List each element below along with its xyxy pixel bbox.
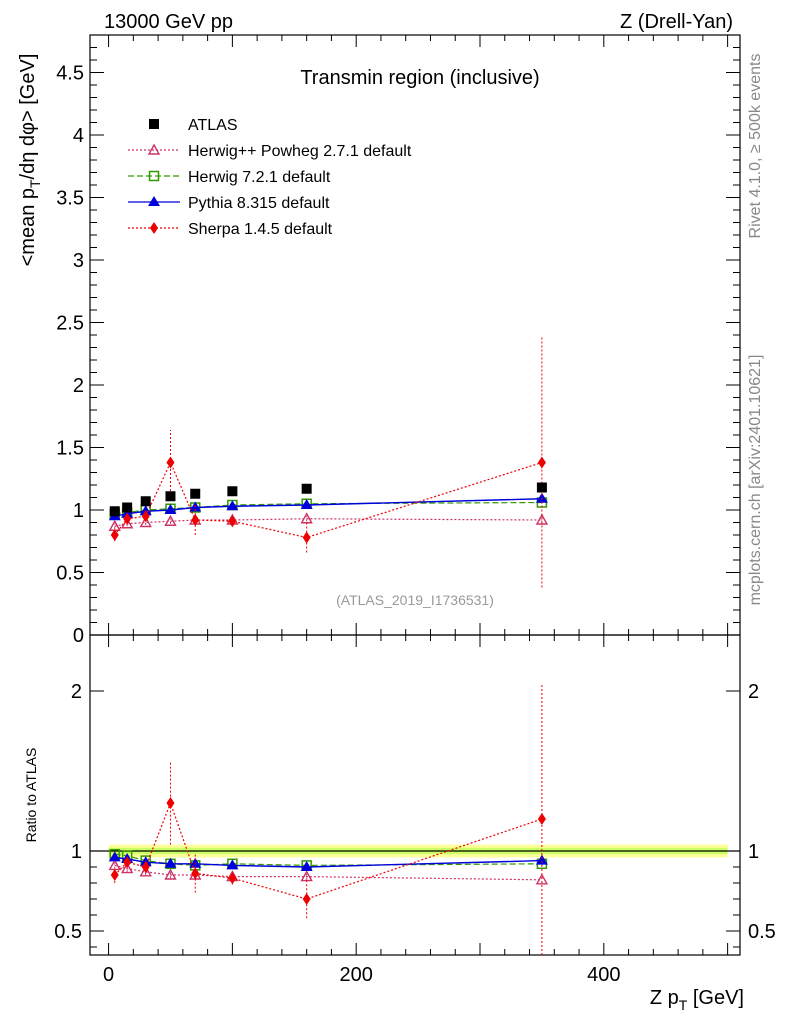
legend-label-herwig7: Herwig 7.2.1 default	[188, 169, 331, 186]
legend-marker-pythia	[148, 196, 160, 206]
data-point-pythia	[300, 861, 313, 871]
ratio-y-tick-label: 0.5	[54, 921, 82, 943]
ratio-y-tick-label-right: 0.5	[748, 921, 776, 943]
legend-marker-herwig7	[148, 170, 160, 182]
data-point-herwigpp	[164, 514, 177, 526]
y-tick-label: 4	[73, 125, 84, 147]
data-point-atlas	[109, 506, 120, 517]
data-point-sherpa	[228, 872, 237, 885]
legend-label-pythia: Pythia 8.315 default	[188, 195, 330, 212]
data-point-pythia	[108, 851, 121, 862]
data-point-sherpa	[302, 531, 311, 544]
y-tick-label: 2	[73, 375, 84, 397]
data-point-atlas	[301, 483, 312, 494]
ratio-y-tick-label: 2	[71, 681, 82, 703]
data-point-herwigpp	[139, 865, 152, 877]
legend-marker-sherpa	[150, 222, 158, 234]
ratio-frame	[89, 634, 741, 956]
rivet-label: Rivet 4.1.0, ≥ 500k events	[747, 54, 764, 239]
data-point-herwigpp	[535, 513, 549, 525]
main-y-axis-label-sub: T	[27, 179, 43, 188]
data-point-pythia	[164, 857, 177, 868]
data-point-atlas	[165, 491, 176, 502]
y-tick-label: 1.5	[56, 438, 84, 460]
main-panel: 0 0.5 1 1.5 2 2.5 3 3.5 4 4.5 ATLAS Herwig++ Powheg…	[56, 34, 741, 647]
series-line-pythia	[114, 498, 542, 517]
ratio-panel: 0 200 400 0.5 0.5 1 1 2 2	[54, 634, 776, 986]
data-point-sherpa	[537, 456, 546, 469]
x-axis-label-sub: T	[679, 997, 688, 1013]
data-point-sherpa	[166, 456, 175, 469]
x-axis-label: Z pT [GeV]	[650, 987, 744, 1013]
series-line-sherpa	[114, 461, 543, 539]
series-line-pythia	[114, 856, 542, 868]
ratio-y-tick-label-right: 1	[748, 841, 759, 863]
ratio-y-tick-label-right: 2	[748, 681, 759, 703]
data-point-sherpa	[123, 856, 132, 869]
data-point-herwigpp	[139, 516, 152, 528]
data-point-sherpa	[191, 867, 200, 880]
analysis-label: (ATLAS_2019_I1736531)	[336, 592, 494, 608]
mcplots-label: mcplots.cern.ch [arXiv:2401.10621]	[747, 355, 764, 606]
y-tick-label: 0	[73, 625, 84, 647]
data-point-herwigpp	[120, 517, 134, 529]
data-point-atlas	[140, 496, 151, 507]
legend-marker-herwigpp	[147, 143, 161, 155]
y-tick-label: 2.5	[56, 313, 84, 335]
main-y-axis-label-part1: <mean p	[17, 188, 39, 266]
data-point-sherpa	[191, 514, 200, 526]
series-line-herwigpp	[114, 864, 542, 881]
x-axis-label-part2: [GeV]	[687, 987, 744, 1009]
y-tick-label: 1	[73, 500, 84, 522]
data-point-atlas	[190, 488, 201, 499]
data-point-herwigpp	[164, 868, 177, 880]
header-right: Z (Drell-Yan)	[620, 11, 733, 33]
data-point-atlas	[536, 482, 547, 493]
y-tick-label: 3.5	[56, 188, 84, 210]
data-point-sherpa	[110, 869, 119, 881]
x-tick-label: 200	[340, 964, 373, 986]
data-point-herwigpp	[535, 873, 549, 885]
data-point-pythia	[121, 507, 134, 518]
main-y-axis-label-part2: /dη dφ> [GeV]	[17, 54, 39, 180]
ratio-y-axis-label: Ratio to ATLAS	[23, 748, 39, 843]
data-point-sherpa	[123, 512, 132, 525]
legend-label-atlas: ATLAS	[188, 117, 238, 134]
data-point-pythia	[226, 500, 239, 511]
y-tick-label: 4.5	[56, 63, 84, 85]
data-point-pythia	[164, 504, 177, 514]
data-point-pythia	[300, 499, 313, 509]
data-point-pythia	[535, 854, 548, 865]
x-tick-label: 400	[587, 964, 620, 986]
x-tick-label: 0	[103, 964, 114, 986]
series-line-herwigpp	[114, 518, 542, 527]
data-point-sherpa	[141, 510, 150, 523]
header-left: 13000 GeV pp	[104, 11, 233, 33]
data-point-sherpa	[537, 813, 546, 825]
legend-marker-atlas	[149, 119, 159, 129]
ratio-y-tick-label: 1	[71, 841, 82, 863]
data-point-sherpa	[166, 797, 175, 809]
data-point-sherpa	[141, 861, 150, 873]
legend: ATLAS Herwig++ Powheg 2.7.1 default Herwig…	[128, 117, 412, 238]
data-point-herwigpp	[120, 862, 134, 874]
x-axis-label-part1: Z p	[650, 987, 679, 1009]
legend-label-sherpa: Sherpa 1.4.5 default	[188, 221, 333, 238]
data-point-atlas	[122, 502, 133, 513]
main-y-axis-label: <mean pT/dη dφ> [GeV]	[17, 54, 43, 267]
y-tick-label: 3	[73, 250, 84, 272]
data-point-sherpa	[110, 529, 119, 541]
y-tick-label: 0.5	[56, 563, 84, 585]
data-point-sherpa	[302, 893, 311, 905]
series-line-herwig7	[114, 853, 542, 867]
data-point-sherpa	[228, 515, 237, 528]
main-title: Transmin region (inclusive)	[300, 67, 539, 89]
data-point-atlas	[227, 486, 238, 497]
legend-label-herwigpp: Herwig++ Powheg 2.7.1 default	[188, 143, 412, 160]
data-point-pythia	[226, 859, 239, 870]
